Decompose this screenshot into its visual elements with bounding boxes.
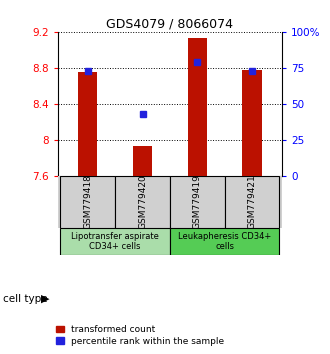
Bar xyxy=(60,176,115,228)
Text: Lipotransfer aspirate
CD34+ cells: Lipotransfer aspirate CD34+ cells xyxy=(71,232,159,251)
Legend: transformed count, percentile rank within the sample: transformed count, percentile rank withi… xyxy=(56,325,224,346)
Text: ▶: ▶ xyxy=(41,294,50,304)
Bar xyxy=(78,73,97,176)
Text: GSM779418: GSM779418 xyxy=(83,175,92,229)
Bar xyxy=(115,176,170,228)
Bar xyxy=(188,38,207,176)
Text: Leukapheresis CD34+
cells: Leukapheresis CD34+ cells xyxy=(178,232,271,251)
Bar xyxy=(170,176,225,228)
Bar xyxy=(243,70,262,176)
Text: GSM779420: GSM779420 xyxy=(138,175,147,229)
Title: GDS4079 / 8066074: GDS4079 / 8066074 xyxy=(107,18,233,31)
Text: GSM779421: GSM779421 xyxy=(248,175,256,229)
Text: GSM779419: GSM779419 xyxy=(193,175,202,229)
Bar xyxy=(225,176,280,228)
Bar xyxy=(133,147,152,176)
Bar xyxy=(170,228,280,255)
Text: cell type: cell type xyxy=(3,294,48,304)
Bar xyxy=(60,228,170,255)
